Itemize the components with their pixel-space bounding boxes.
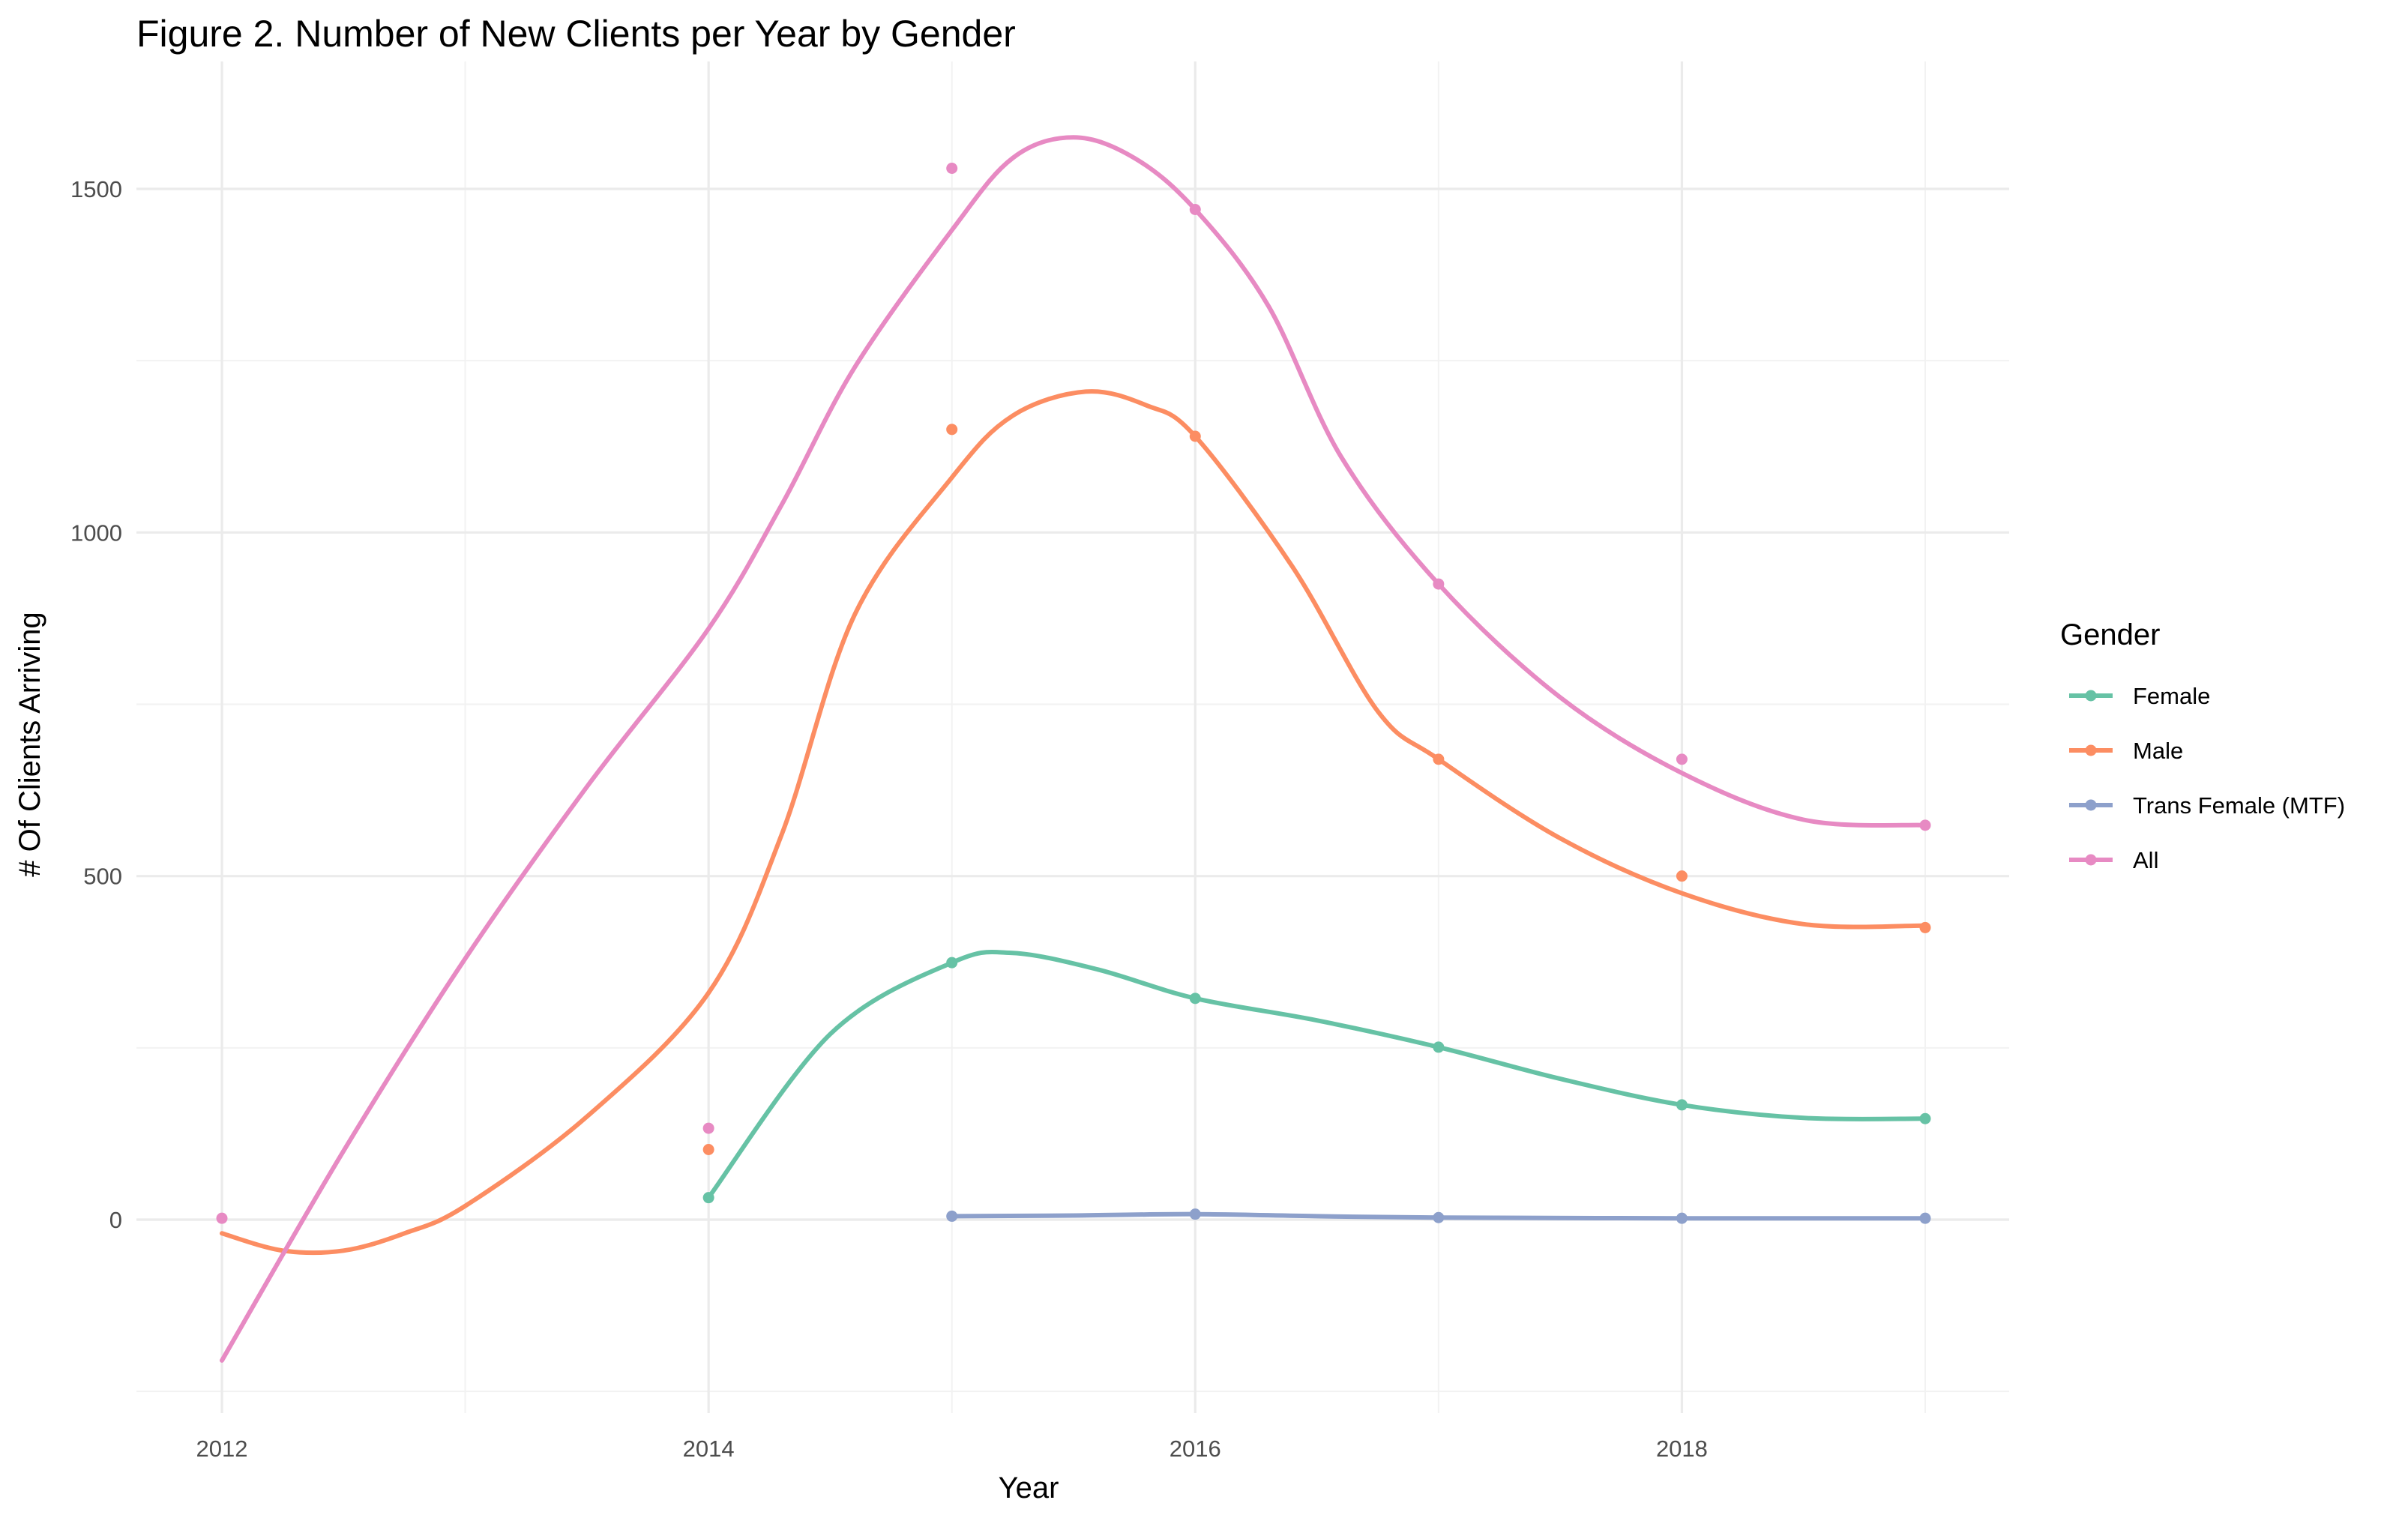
data-point-all [946,163,958,174]
chart-title: Figure 2. Number of New Clients per Year… [136,13,1016,55]
legend-label: Trans Female (MTF) [2133,792,2345,819]
series-line-all [220,135,1927,1363]
data-point-male [1433,753,1445,765]
legend-item-female: Female [2069,683,2210,709]
series-all [216,135,1931,1363]
series-trans-female-mtf [946,1208,1931,1224]
grid [136,61,2009,1413]
data-point-female [1919,1112,1931,1124]
x-tick-label: 2012 [196,1436,248,1462]
data-point-trans-female-mtf [1919,1212,1931,1224]
data-point-trans-female-mtf [1189,1208,1201,1220]
data-point-all [1676,753,1688,765]
series-male [220,389,1931,1256]
series-line-male [220,389,1927,1256]
x-tick-label: 2016 [1170,1436,1221,1462]
y-tick-label: 1000 [70,519,122,546]
legend-key-point [2085,854,2097,866]
legend-item-male: Male [2069,738,2183,764]
data-point-female [946,957,958,969]
axis-ticks: 2012 2014 2016 2018 0 500 1000 1500 [70,176,1708,1462]
x-tick-label: 2014 [683,1436,735,1462]
legend-title: Gender [2060,618,2160,651]
series-layer [216,135,1931,1363]
legend-key-point [2085,744,2097,756]
legend-label: Male [2133,738,2183,764]
data-point-all [1919,819,1931,831]
series-line-female [706,949,1927,1200]
data-point-trans-female-mtf [1676,1212,1688,1224]
legend-items: Female Male Trans Female (MTF) All [2069,683,2345,873]
data-point-male [946,424,958,436]
y-tick-label: 1500 [70,176,122,202]
data-point-all [1189,204,1201,215]
data-point-female [1433,1041,1445,1053]
data-point-female [702,1192,714,1204]
x-axis-title: Year [999,1472,1059,1505]
data-point-male [1676,870,1688,882]
x-tick-label: 2018 [1656,1436,1708,1462]
legend-key-point [2085,799,2097,811]
data-point-all [702,1122,714,1134]
legend-key-point [2085,690,2097,702]
y-axis-title: # Of Clients Arriving [13,612,46,876]
data-point-trans-female-mtf [946,1210,958,1222]
y-tick-label: 0 [109,1207,122,1233]
series-line-trans-female-mtf [949,1211,1927,1221]
series-female [702,949,1931,1204]
legend-item-trans-female-mtf: Trans Female (MTF) [2069,792,2345,819]
data-point-female [1676,1099,1688,1111]
data-point-male [1189,430,1201,442]
data-point-trans-female-mtf [1433,1211,1445,1223]
data-point-male [702,1144,714,1155]
legend-item-all: All [2069,847,2158,873]
legend-label: Female [2133,683,2210,709]
legend: Gender Female Male Trans Female (MTF) All [2060,618,2345,873]
data-point-all [216,1212,228,1224]
data-point-all [1433,578,1445,590]
data-point-male [1919,921,1931,933]
data-point-female [1189,993,1201,1005]
y-tick-label: 500 [83,864,122,890]
legend-label: All [2133,847,2158,873]
